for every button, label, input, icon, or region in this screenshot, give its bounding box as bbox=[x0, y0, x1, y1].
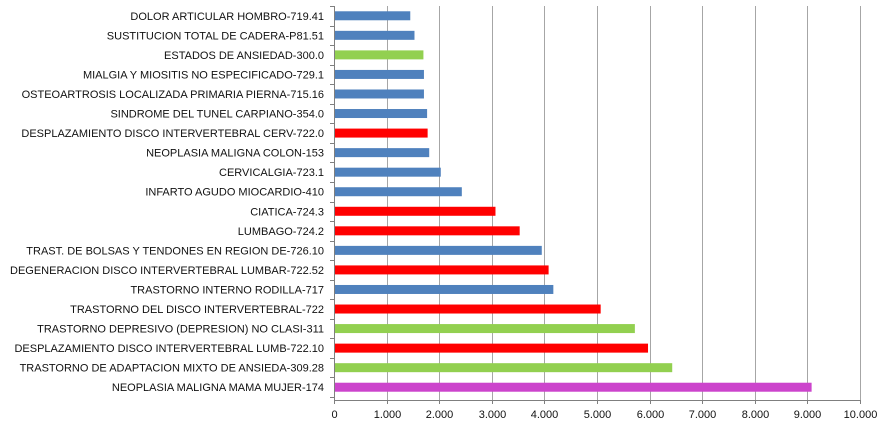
bar bbox=[335, 30, 415, 40]
category-label: NEOPLASIA MALIGNA COLON-153 bbox=[146, 148, 324, 160]
bar bbox=[335, 11, 411, 21]
bar bbox=[335, 324, 635, 334]
x-tick-label: 4.000 bbox=[531, 409, 559, 421]
category-label: DESPLAZAMIENTO DISCO INTERVERTEBRAL LUMB… bbox=[14, 343, 324, 355]
category-label: CIATICA-724.3 bbox=[250, 206, 324, 218]
category-label: NEOPLASIA MALIGNA MAMA MUJER-174 bbox=[112, 382, 324, 394]
bar bbox=[335, 343, 649, 353]
category-label: TRASTORNO INTERNO RODILLA-717 bbox=[130, 284, 324, 296]
bar bbox=[335, 128, 428, 138]
category-label: SUSTITUCION TOTAL DE CADERA-P81.51 bbox=[107, 30, 324, 42]
bars bbox=[335, 11, 812, 392]
bar bbox=[335, 363, 673, 373]
category-label: INFARTO AGUDO MIOCARDIO-410 bbox=[145, 187, 324, 199]
category-label: DOLOR ARTICULAR HOMBRO-719.41 bbox=[130, 11, 324, 23]
category-label: TRASTORNO DEPRESIVO (DEPRESION) NO CLASI… bbox=[37, 324, 324, 336]
bar bbox=[335, 245, 542, 255]
x-tick-labels: 0 1.000 2.000 3.000 4.000 5.000 6.000 7.000 8.00… bbox=[331, 409, 877, 421]
category-label: OSTEOARTROSIS LOCALIZADA PRIMARIA PIERNA… bbox=[22, 89, 324, 101]
category-labels: DOLOR ARTICULAR HOMBRO-719.41 SUSTITUCION… bbox=[10, 11, 324, 394]
bar bbox=[335, 167, 441, 177]
x-tick-label: 10.000 bbox=[844, 409, 878, 421]
category-label: CERVICALGIA-723.1 bbox=[219, 167, 324, 179]
x-tick-label: 7.000 bbox=[689, 409, 717, 421]
bar bbox=[335, 109, 428, 119]
category-label: TRASTORNO DE ADAPTACION MIXTO DE ANSIEDA… bbox=[20, 363, 324, 375]
category-label: TRAST. DE BOLSAS Y TENDONES EN REGION DE… bbox=[26, 245, 324, 257]
bar bbox=[335, 89, 424, 99]
x-tick-label: 3.000 bbox=[479, 409, 507, 421]
category-label: SINDROME DEL TUNEL CARPIANO-354.0 bbox=[110, 109, 324, 121]
bar bbox=[335, 148, 430, 158]
category-label: ESTADOS DE ANSIEDAD-300.0 bbox=[164, 50, 324, 62]
bar bbox=[335, 69, 424, 79]
bar bbox=[335, 304, 601, 314]
bar bbox=[335, 382, 812, 392]
bar bbox=[335, 284, 554, 294]
bar bbox=[335, 265, 549, 275]
category-label: MIALGIA Y MIOSITIS NO ESPECIFICADO-729.1 bbox=[83, 69, 324, 81]
category-label: DESPLAZAMIENTO DISCO INTERVERTEBRAL CERV… bbox=[21, 128, 324, 140]
bar bbox=[335, 206, 496, 216]
bar bbox=[335, 50, 424, 60]
gridlines bbox=[387, 6, 861, 400]
x-tick-label: 6.000 bbox=[637, 409, 665, 421]
category-label: DEGENERACION DISCO INTERVERTEBRAL LUMBAR… bbox=[10, 265, 324, 277]
category-label: LUMBAGO-724.2 bbox=[238, 226, 324, 238]
axes bbox=[330, 6, 861, 404]
x-tick-label: 5.000 bbox=[584, 409, 612, 421]
x-tick-label: 2.000 bbox=[426, 409, 454, 421]
x-tick-label: 1.000 bbox=[374, 409, 402, 421]
category-label: TRASTORNO DEL DISCO INTERVERTEBRAL-722 bbox=[70, 304, 324, 316]
bar bbox=[335, 226, 520, 236]
bar bbox=[335, 187, 462, 197]
x-tick-label: 9.000 bbox=[794, 409, 822, 421]
x-tick-label: 8.000 bbox=[742, 409, 770, 421]
x-tick-label: 0 bbox=[331, 409, 337, 421]
